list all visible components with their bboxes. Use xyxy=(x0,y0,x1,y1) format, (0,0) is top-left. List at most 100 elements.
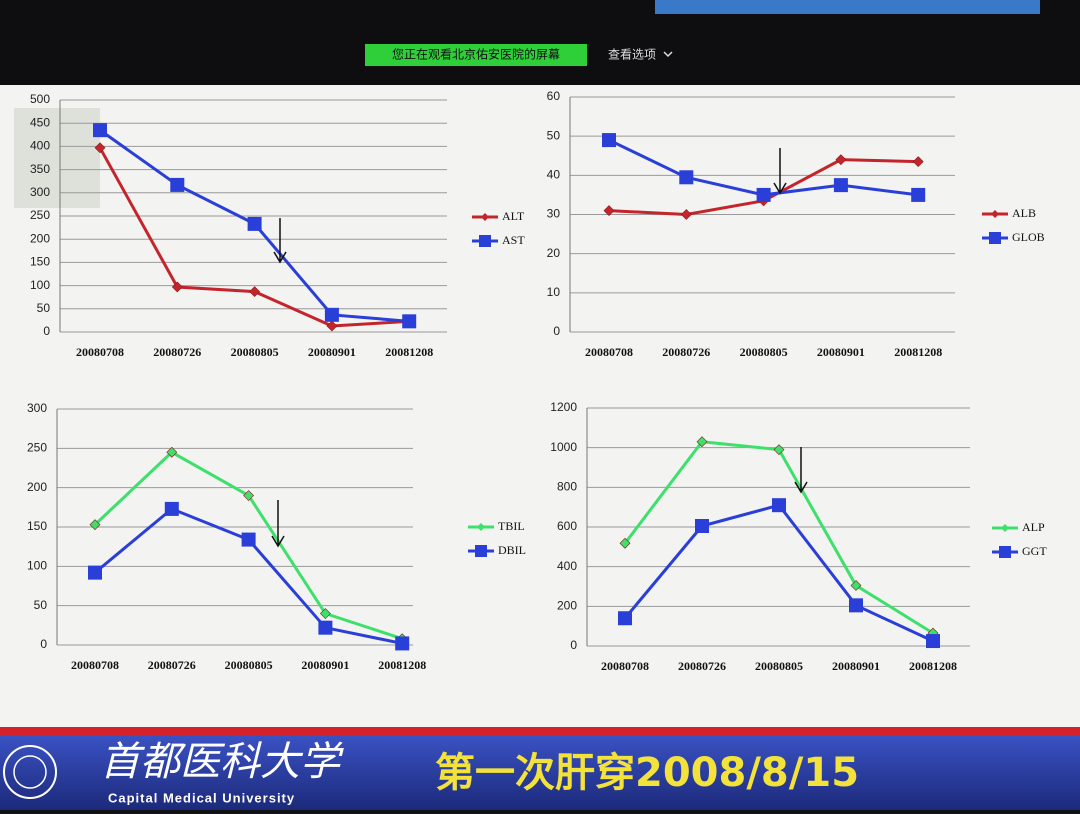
y-tick-label: 1000 xyxy=(550,440,577,454)
legend-label: AST xyxy=(502,233,525,247)
legend-label: DBIL xyxy=(498,543,526,557)
y-tick-label: 100 xyxy=(30,278,50,292)
legend-label: GGT xyxy=(1022,544,1047,558)
school-name-en: Capital Medical University xyxy=(108,790,295,805)
y-tick-label: 400 xyxy=(557,559,577,573)
legend-marker xyxy=(1001,524,1009,532)
legend-marker xyxy=(481,213,489,221)
y-tick-label: 200 xyxy=(557,599,577,613)
footer xyxy=(0,735,1080,810)
x-tick-label: 20080805 xyxy=(231,345,279,359)
legend-label: TBIL xyxy=(498,519,525,533)
marker xyxy=(849,598,863,613)
chart: 0 10 20 30 40 50 60 20080708 20080726 20080805 200… xyxy=(547,89,1045,359)
marker xyxy=(166,446,178,458)
marker xyxy=(926,634,940,649)
options-menu[interactable]: 查看选项 xyxy=(608,48,656,62)
school-name: 首都医科大学 xyxy=(100,739,344,785)
y-tick-label: 200 xyxy=(30,231,50,245)
y-tick-label: 30 xyxy=(547,207,561,221)
y-tick-label: 250 xyxy=(30,208,50,222)
y-tick-label: 20 xyxy=(547,246,561,260)
arrow xyxy=(794,447,808,494)
x-tick-label: 20080805 xyxy=(225,658,273,672)
marker xyxy=(833,178,848,193)
chart: 0 50 100 150 200 250 300 20080708 20080726 200808… xyxy=(27,401,526,672)
marker xyxy=(93,123,107,138)
marker xyxy=(679,170,694,185)
y-tick-label: 800 xyxy=(557,480,577,494)
marker xyxy=(241,532,256,547)
y-tick-label: 150 xyxy=(30,255,50,269)
legend-marker xyxy=(475,545,487,557)
y-tick-label: 400 xyxy=(30,139,50,153)
marker xyxy=(249,286,261,298)
marker xyxy=(912,156,924,168)
footer-stripe xyxy=(0,727,1080,735)
marker xyxy=(772,498,786,513)
y-tick-label: 600 xyxy=(557,519,577,533)
window-strip xyxy=(655,0,1040,14)
marker xyxy=(773,444,785,456)
y-tick-label: 60 xyxy=(547,89,561,103)
marker xyxy=(696,436,708,448)
x-tick-label: 20080901 xyxy=(832,659,880,673)
watermark xyxy=(14,108,100,208)
y-tick-label: 300 xyxy=(30,185,50,199)
marker xyxy=(835,154,847,166)
y-tick-label: 0 xyxy=(40,637,47,651)
y-tick-label: 50 xyxy=(547,128,561,142)
y-tick-label: 300 xyxy=(27,401,47,415)
chart: 0 50 100 150 200 250 300 350 400 450 500 20080708 20… xyxy=(30,92,525,359)
x-tick-label: 20080901 xyxy=(817,345,865,359)
marker xyxy=(94,142,106,154)
chart: 0 200 400 600 800 1000 1200 20080708 20080726 200… xyxy=(550,400,1047,673)
x-tick-label: 20080901 xyxy=(308,345,356,359)
y-tick-label: 450 xyxy=(30,115,50,129)
notice-badge xyxy=(365,44,587,66)
marker xyxy=(618,611,632,626)
marker xyxy=(171,281,183,293)
legend-label: ALT xyxy=(502,209,525,223)
marker xyxy=(243,490,255,501)
x-tick-label: 20080726 xyxy=(662,345,710,359)
legend-label: ALB xyxy=(1012,206,1036,220)
top-bar xyxy=(0,0,1080,85)
marker xyxy=(89,519,101,531)
marker xyxy=(170,177,185,192)
y-tick-label: 1200 xyxy=(550,400,577,414)
slide-body xyxy=(0,85,1080,727)
logo-inner xyxy=(13,755,47,789)
marker xyxy=(911,187,926,202)
marker xyxy=(164,501,179,516)
x-tick-label: 20080708 xyxy=(585,345,633,359)
y-tick-label: 50 xyxy=(37,301,51,315)
x-tick-label: 20080901 xyxy=(301,658,349,672)
legend-marker xyxy=(999,546,1011,558)
legend-label: ALP xyxy=(1022,520,1045,534)
y-tick-label: 350 xyxy=(30,162,50,176)
y-tick-label: 0 xyxy=(43,324,50,338)
x-tick-label: 20080726 xyxy=(153,345,201,359)
legend-label: GLOB xyxy=(1012,230,1045,244)
marker xyxy=(319,608,331,619)
notice-text: 您正在观看北京佑安医院的屏幕 xyxy=(392,47,560,62)
x-tick-label: 20080805 xyxy=(755,659,803,673)
y-tick-label: 0 xyxy=(553,324,560,338)
marker xyxy=(619,537,631,549)
marker xyxy=(695,519,709,534)
y-tick-label: 40 xyxy=(547,168,561,182)
y-tick-label: 10 xyxy=(547,285,561,299)
legend-marker xyxy=(991,210,999,218)
arrow xyxy=(273,218,287,264)
marker xyxy=(850,580,862,591)
options-caret[interactable] xyxy=(663,51,673,58)
y-tick-label: 50 xyxy=(34,598,48,612)
marker xyxy=(680,209,692,220)
y-tick-label: 100 xyxy=(27,559,47,573)
marker xyxy=(602,133,616,148)
x-tick-label: 20080805 xyxy=(740,345,788,359)
